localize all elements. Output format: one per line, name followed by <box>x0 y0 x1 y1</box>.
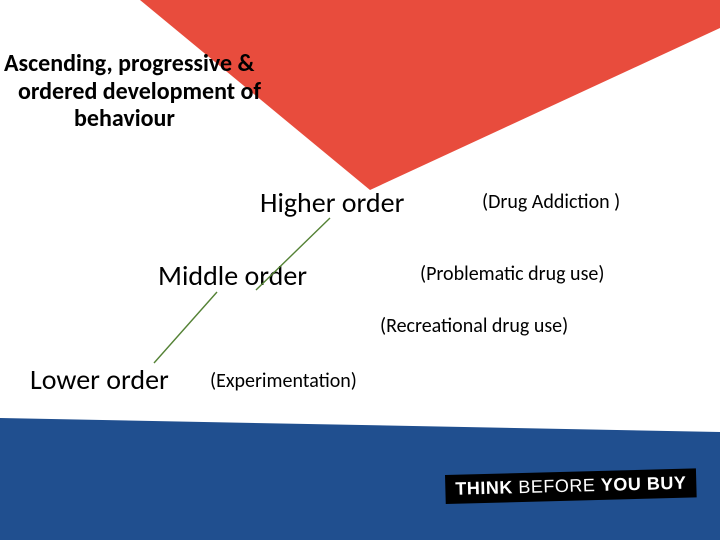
slide-stage: Ascending, progressive & ordered develop… <box>0 0 720 540</box>
connector-low-to-mid <box>154 292 217 363</box>
tagline-think: THINK <box>455 477 513 498</box>
tagline-before: BEFORE <box>513 475 602 497</box>
tagline-you-buy: YOU BUY <box>601 473 687 495</box>
connector-mid-to-high <box>256 218 330 290</box>
connectors-svg <box>0 0 720 540</box>
